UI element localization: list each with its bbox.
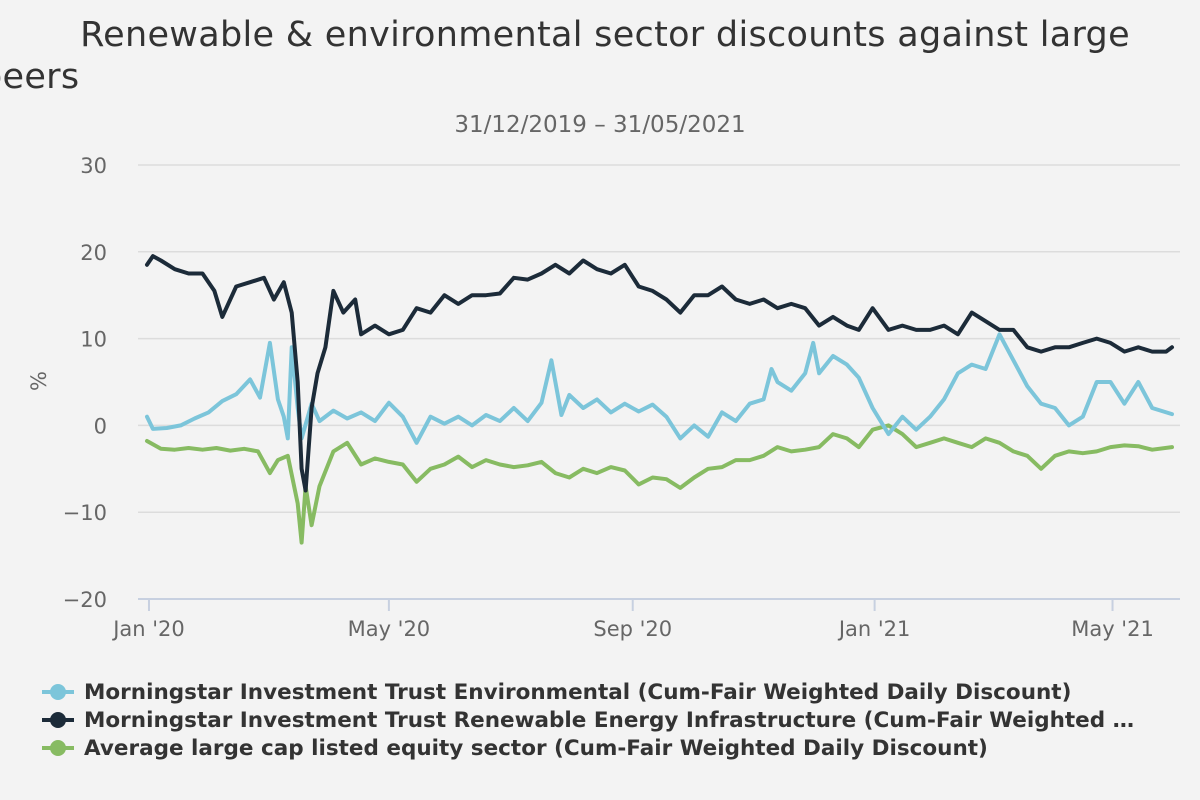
x-tick-label: Jan '21 xyxy=(837,617,911,641)
y-tick-label: −10 xyxy=(63,501,107,525)
legend-marker-icon xyxy=(42,682,74,702)
y-tick-label: 30 xyxy=(80,154,107,178)
legend-label: Morningstar Investment Trust Environment… xyxy=(84,679,1072,705)
x-tick-label: Jan '20 xyxy=(111,617,185,641)
legend-item[interactable]: Morningstar Investment Trust Environment… xyxy=(42,678,1192,706)
series-line xyxy=(145,254,1174,493)
y-tick-label: 10 xyxy=(80,328,107,352)
legend-marker-icon xyxy=(42,738,74,758)
line-chart: 30 20 10 0 −10 −20% Jan '20 May '20 Sep '20 Jan '… xyxy=(27,154,1180,641)
chart-legend: Morningstar Investment Trust Environment… xyxy=(42,678,1192,762)
chart-title-line-2: peers xyxy=(0,57,80,97)
legend-label: Average large cap listed equity sector (… xyxy=(84,735,988,761)
y-axis-label: % xyxy=(27,371,51,391)
y-tick-label: 0 xyxy=(94,414,107,438)
y-tick-label: 20 xyxy=(80,241,107,265)
legend-label: Morningstar Investment Trust Renewable E… xyxy=(84,707,1135,733)
series-line xyxy=(145,423,1174,545)
chart-title-line-1: Renewable & environmental sector discoun… xyxy=(80,15,1130,55)
chart-subtitle: 31/12/2019 – 31/05/2021 xyxy=(454,112,746,138)
legend-item[interactable]: Average large cap listed equity sector (… xyxy=(42,734,1192,762)
series-lines xyxy=(145,254,1174,545)
legend-marker-icon xyxy=(42,710,74,730)
chart-title: Renewable & environmental sector discoun… xyxy=(0,14,1200,98)
y-tick-label: −20 xyxy=(63,588,107,612)
x-tick-label: Sep '20 xyxy=(593,617,672,641)
legend-item[interactable]: Morningstar Investment Trust Renewable E… xyxy=(42,706,1192,734)
x-tick-label: May '21 xyxy=(1071,617,1154,641)
series-line xyxy=(145,332,1174,445)
x-tick-label: May '20 xyxy=(348,617,431,641)
axes: 30 20 10 0 −10 −20% Jan '20 May '20 Sep '20 Jan '… xyxy=(27,154,1180,641)
